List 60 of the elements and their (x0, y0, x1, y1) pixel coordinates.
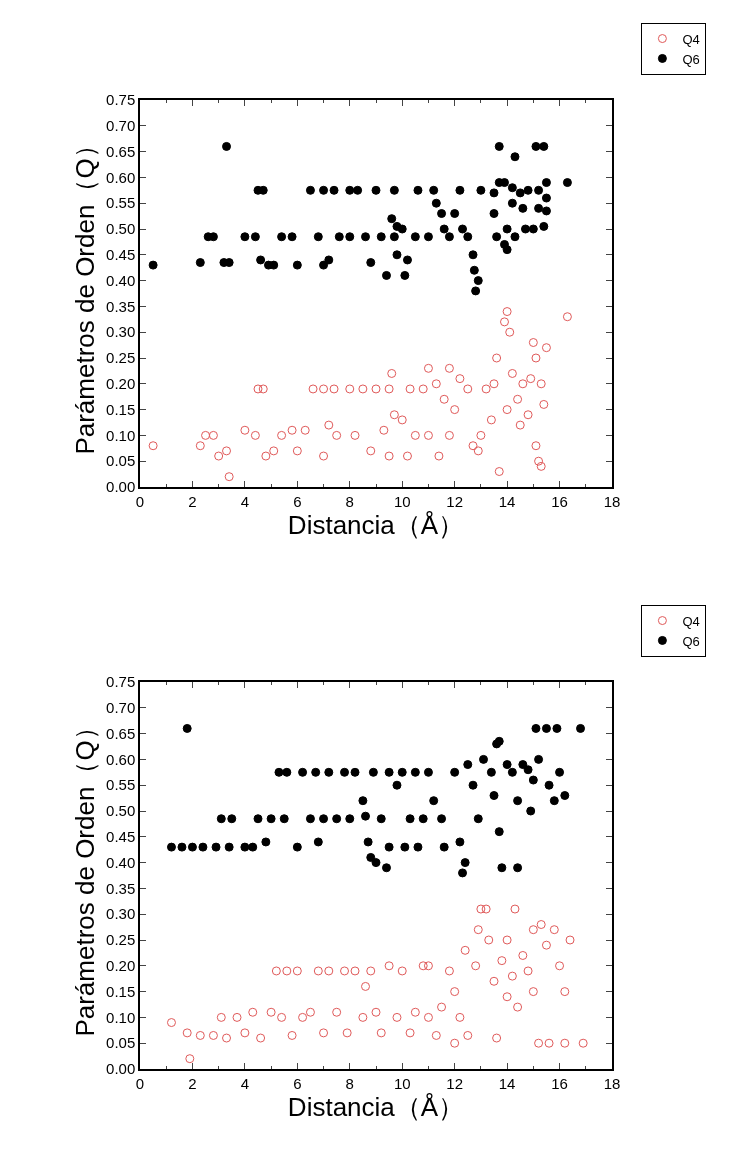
x-tick-label: 16 (551, 1074, 568, 1092)
y-tick-label: 0.20 (106, 375, 136, 393)
y-tick-label: 0.65 (106, 142, 136, 160)
y-tick-label: 0.15 (106, 982, 136, 1000)
x-tick-label: 6 (293, 1074, 302, 1092)
y-tick-label: 0.55 (106, 776, 136, 794)
y-tick-label: 0.25 (106, 931, 136, 949)
legend-label: Q4 (682, 31, 700, 47)
x-tick-label: 8 (345, 492, 354, 510)
y-tick-label: 0.75 (106, 91, 136, 109)
x-tick-label: 10 (393, 492, 411, 510)
y-tick-label: 0.70 (106, 699, 136, 717)
x-tick-label: 0 (135, 1074, 145, 1092)
x-tick-label: 14 (498, 1074, 516, 1092)
legend-label: Q4 (682, 613, 700, 629)
y-tick-label: 0.35 (106, 879, 136, 897)
x-tick-label: 4 (240, 492, 250, 510)
x-tick-label: 14 (498, 492, 516, 510)
y-tick-label: 0.25 (106, 349, 136, 367)
y-tick-label: 0.35 (106, 297, 136, 315)
y-tick-label: 0.10 (106, 1008, 136, 1026)
y-tick-label: 0.05 (106, 1034, 136, 1052)
y-tick-label: 0.60 (106, 168, 136, 186)
y-tick-label: 0.40 (106, 853, 136, 871)
x-tick-label: 18 (603, 1074, 621, 1092)
x-tick-label: 2 (188, 492, 197, 510)
y-tick-label: 0.65 (106, 724, 136, 742)
x-axis-title: Distancia（Å） (287, 1091, 465, 1122)
y-tick-label: 0.00 (106, 1060, 136, 1078)
legend-label: Q6 (682, 51, 700, 67)
y-tick-label: 0.05 (106, 452, 136, 470)
x-tick-label: 8 (345, 1074, 354, 1092)
x-tick-label: 10 (393, 1074, 411, 1092)
x-tick-label: 2 (188, 1074, 197, 1092)
y-tick-label: 0.60 (106, 750, 136, 768)
y-tick-label: 0.30 (106, 323, 136, 341)
legend-label: Q6 (682, 633, 700, 649)
y-axis-title: Parámetros de Orden（Q） (69, 714, 100, 1037)
x-tick-label: 12 (446, 1074, 464, 1092)
y-tick-label: 0.70 (106, 117, 136, 135)
x-tick-label: 16 (551, 492, 568, 510)
y-tick-label: 0.10 (106, 426, 136, 444)
x-tick-label: 6 (293, 492, 302, 510)
x-axis-title: Distancia（Å） (287, 509, 465, 540)
x-tick-label: 0 (135, 492, 145, 510)
y-tick-label: 0.55 (106, 194, 136, 212)
y-tick-label: 0.40 (106, 271, 136, 289)
x-tick-label: 12 (446, 492, 464, 510)
y-tick-label: 0.20 (106, 957, 136, 975)
x-tick-label: 18 (603, 492, 621, 510)
y-tick-label: 0.50 (106, 802, 136, 820)
y-tick-label: 0.75 (106, 673, 136, 691)
y-tick-label: 0.45 (106, 246, 136, 264)
y-tick-label: 0.00 (106, 478, 136, 496)
x-tick-label: 4 (240, 1074, 250, 1092)
y-tick-label: 0.15 (106, 400, 136, 418)
y-tick-label: 0.30 (106, 905, 136, 923)
y-tick-label: 0.45 (106, 828, 136, 846)
y-axis-title: Parámetros de Orden（Q） (69, 132, 100, 455)
y-tick-label: 0.50 (106, 220, 136, 238)
